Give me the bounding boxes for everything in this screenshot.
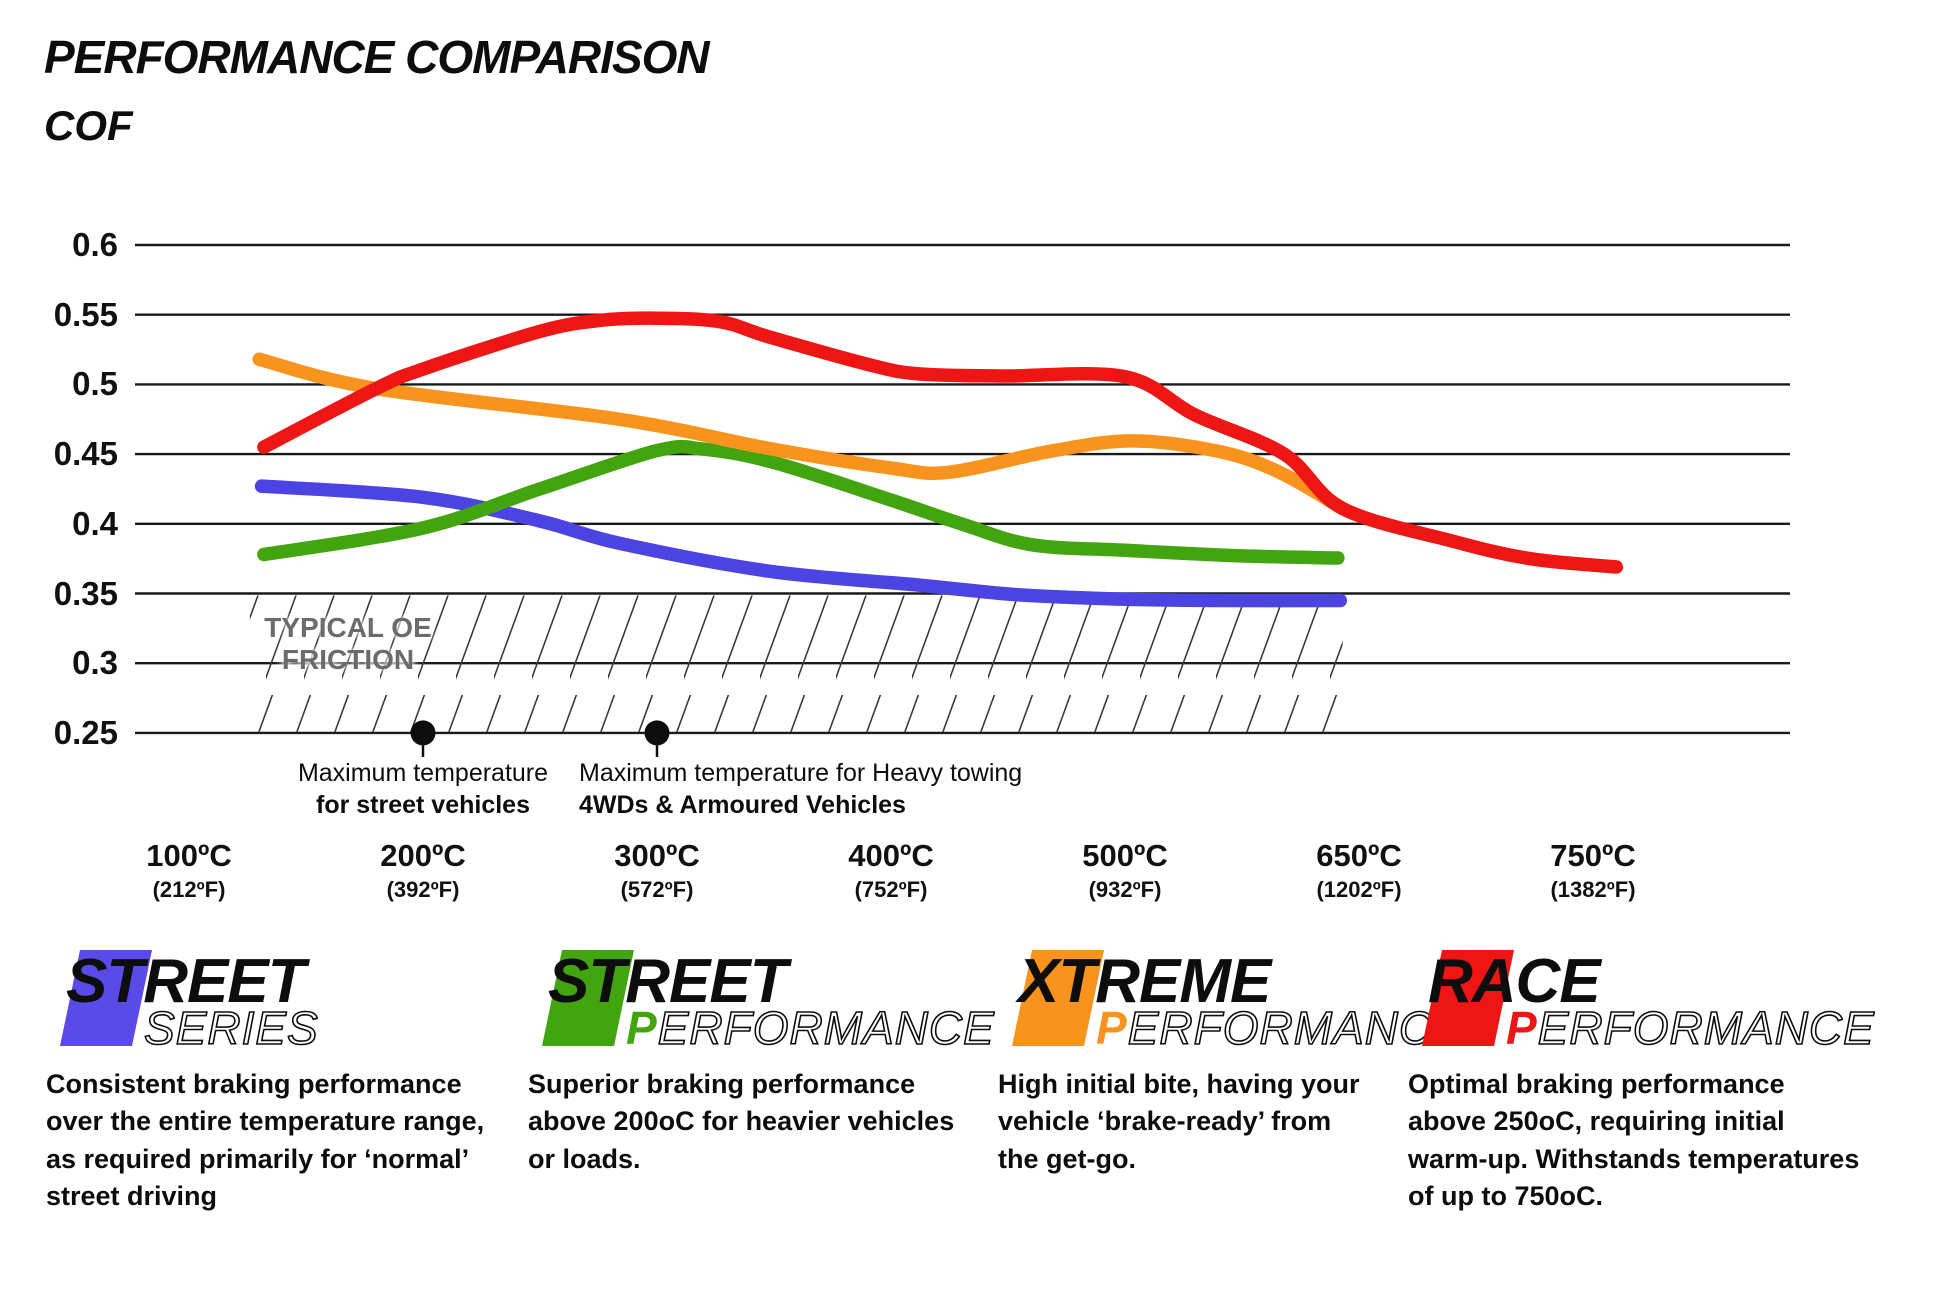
legend-item-race-performance: RACE PERFORMANCE: [1408, 942, 1878, 1059]
x-tick-fahrenheit: (1382ºF): [1550, 877, 1636, 902]
annotation-line1: Maximum temperature: [297, 759, 549, 787]
series-line-street-performance: [257, 439, 1345, 565]
marker-dot: [410, 720, 436, 746]
typical-oe-friction-zone: [249, 595, 1343, 732]
marker-annotation: Maximum temperature for Heavy towing 4WDs…: [579, 759, 1139, 819]
legend-desc-xtreme-performance: High initial bite, having your vehicle ‘…: [998, 1069, 1360, 1174]
legend-item-street-performance: STREET PERFORMANCE: [528, 942, 998, 1059]
x-tick-celsius: 300ºC: [614, 838, 700, 873]
logo-word2: PERFORMANCE: [1096, 1002, 1465, 1054]
logo-word2: PERFORMANCE: [626, 1002, 995, 1054]
x-tick-label: 100ºC (212ºF): [79, 840, 299, 903]
logo-word2: SERIES: [144, 1002, 319, 1054]
y-tick-label: 0.5: [72, 365, 118, 403]
legend-item-street-series: STREET SERIES: [46, 942, 516, 1059]
logo-color-block: [60, 950, 152, 1046]
page-title: PERFORMANCE COMPARISON: [44, 31, 710, 83]
legend-desc-race-performance: Optimal braking performance above 250oC,…: [1408, 1069, 1860, 1211]
logo-color-block: [542, 950, 634, 1046]
y-tick-label: 0.25: [53, 713, 118, 751]
x-tick-celsius: 750ºC: [1550, 838, 1636, 873]
logo-word1: STREET: [66, 947, 311, 1016]
annotation-line2: 4WDs & Armoured Vehicles: [579, 790, 906, 819]
x-tick-label: 300ºC (572ºF): [547, 840, 767, 903]
y-tick-label: 0.3: [72, 644, 118, 682]
x-tick-label: 500ºC (932ºF): [1015, 840, 1235, 903]
series-line-race-performance: [257, 311, 1624, 574]
annotation-line1: Maximum temperature for Heavy towing: [579, 759, 1023, 787]
logo-word1: RACE: [1428, 947, 1602, 1016]
marker-annotation: Maximum temperature for street vehicles: [173, 759, 673, 819]
legend-desc-street-series: Consistent braking performance over the …: [46, 1069, 485, 1211]
y-tick-label: 0.45: [53, 435, 118, 473]
typical-oe-friction-label: TYPICAL OE FRICTION: [264, 612, 432, 676]
x-tick-celsius: 100ºC: [146, 838, 232, 873]
y-tick-label: 0.55: [53, 295, 118, 333]
x-tick-label: 750ºC (1382ºF): [1483, 840, 1703, 903]
x-tick-fahrenheit: (752ºF): [854, 877, 928, 902]
annotation-line2: for street vehicles: [316, 790, 530, 819]
legend-desc-street-performance: Superior braking performance above 200oC…: [528, 1069, 955, 1174]
cof-line-chart: [135, 243, 1790, 757]
marker-dot: [644, 720, 670, 746]
logo-word1: STREET: [548, 947, 793, 1016]
y-tick-label: 0.35: [53, 574, 118, 612]
logo-word2: PERFORMANCE: [1506, 1002, 1875, 1054]
x-tick-celsius: 200ºC: [380, 838, 466, 873]
series-line-xtreme-performance: [252, 352, 1350, 516]
x-tick-fahrenheit: (392ºF): [386, 877, 460, 902]
x-tick-fahrenheit: (572ºF): [620, 877, 694, 902]
y-axis-title: COF: [44, 102, 133, 149]
series-line-street-series: [254, 479, 1348, 608]
y-tick-label: 0.4: [72, 504, 118, 542]
x-tick-fahrenheit: (932ºF): [1088, 877, 1162, 902]
legend-item-xtreme-performance: XTREME PERFORMANCE: [998, 942, 1468, 1059]
x-tick-label: 650ºC (1202ºF): [1249, 840, 1469, 903]
x-tick-fahrenheit: (1202ºF): [1316, 877, 1402, 902]
x-tick-label: 200ºC (392ºF): [313, 840, 533, 903]
logo-word1: XTREME: [1015, 947, 1273, 1016]
logo-color-block: [1422, 950, 1514, 1046]
series-curves: [252, 311, 1624, 608]
logo-color-block: [1012, 950, 1104, 1046]
x-tick-celsius: 650ºC: [1316, 838, 1402, 873]
y-tick-label: 0.6: [72, 226, 118, 263]
x-tick-celsius: 500ºC: [1082, 838, 1168, 873]
x-tick-label: 400ºC (752ºF): [781, 840, 1001, 903]
x-tick-fahrenheit: (212ºF): [152, 877, 226, 902]
x-tick-celsius: 400ºC: [848, 838, 934, 873]
temperature-markers: [410, 720, 670, 757]
